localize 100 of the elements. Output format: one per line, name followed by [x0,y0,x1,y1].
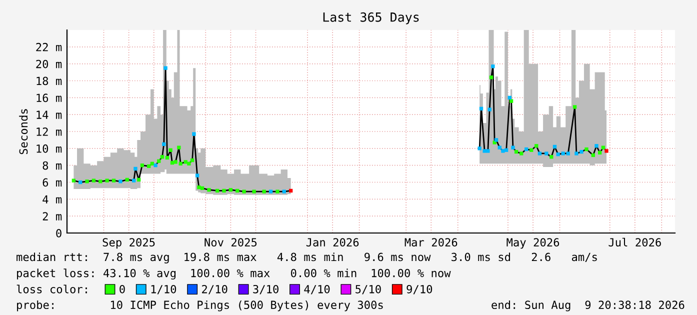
point [228,188,233,192]
point [604,149,608,153]
y-tick-label: 14 m [36,110,62,119]
point [566,152,570,156]
point [154,163,158,168]
point [215,188,220,193]
point [276,190,280,194]
point [190,158,194,162]
point [491,64,495,68]
point [524,147,528,152]
point [501,149,505,153]
x-tick-label: Sep 2025 [102,238,155,249]
legend-label: 5/10 [356,284,381,294]
x-tick-label: Jan 2026 [306,238,359,247]
text: packet loss: 43.10 % avg 100.00 % max 0.00 % min 100.00 % now [17,268,451,280]
y-tick-label: 12 m [36,128,62,136]
legend-label: 1/10 [151,284,176,294]
point [598,150,602,154]
x-tick-label: Nov 2025 [204,238,257,247]
y-tick-label: 20 m [36,60,62,68]
point [519,152,524,156]
point [72,178,76,182]
point [550,155,554,159]
legend-label: 0 [120,284,125,294]
point [556,152,560,156]
point [601,146,606,150]
text: probe: 10 ICMP Echo Pings (500 Bytes) every 300s end: Sun Aug 9 20:38:18 2026 [17,300,684,312]
point [195,174,200,178]
y-tick-label: 4 m [42,195,62,204]
point [125,178,129,182]
legend-title: loss color: [16,284,87,294]
point [534,144,538,148]
y-tick-label: 16 m [36,94,62,102]
point [561,152,565,156]
point [580,150,584,154]
point [574,152,578,156]
point [242,190,246,194]
point [92,178,96,182]
point [594,144,598,148]
point [538,152,542,156]
legend-label: 3/10 [253,284,278,294]
point [488,108,492,112]
point [486,149,490,153]
point [498,146,502,150]
point [112,178,116,182]
point [197,185,201,190]
point [584,147,588,152]
point [530,148,534,152]
point [494,138,498,142]
point [184,160,188,164]
point [222,188,226,193]
legend-label: 4/10 [304,284,330,294]
point [478,146,482,150]
point [132,178,136,182]
x-tick-label: Jul 2026 [608,238,661,247]
point [207,188,211,192]
y-tick-label: 6 m [42,178,62,187]
chart-title: Last 365 Days [323,12,419,24]
point [479,106,484,110]
point [98,180,102,184]
point [200,186,204,190]
point [168,148,172,152]
point [85,180,89,184]
point [162,142,166,146]
point [552,144,557,149]
point [509,99,514,103]
point [78,180,82,184]
point [147,164,151,168]
point [157,159,161,163]
point [489,76,494,80]
y-tick-label: 2 m [42,212,62,220]
x-tick-label: Mar 2026 [404,238,458,247]
legend-label: 9/10 [406,284,432,294]
point [105,178,109,182]
point [174,160,178,164]
point [544,152,548,156]
point [252,190,256,194]
y-tick-label: 10 m [36,144,62,153]
point [177,146,181,150]
point [282,190,286,194]
y-tick-label: 18 m [36,76,62,86]
point [192,132,196,136]
y-tick-label: 0 [56,229,62,238]
point [164,66,168,70]
point [504,148,508,152]
point [288,188,293,193]
point [514,150,518,154]
point [591,153,595,158]
y-tick-label: 8 m [42,161,62,170]
point [140,163,144,168]
point [134,166,138,171]
legend-label: 2/10 [202,284,228,294]
y-tick-label: 22 m [36,42,62,52]
point [511,146,515,150]
point [165,156,170,160]
point [160,155,164,159]
text: median rtt: 7.8 ms avg 19.8 ms max 4.8 ms min 9.6 ms now 3.0 ms sd 2.6 am/s [16,252,597,264]
point [187,162,191,166]
point [118,180,122,184]
point [482,149,486,153]
